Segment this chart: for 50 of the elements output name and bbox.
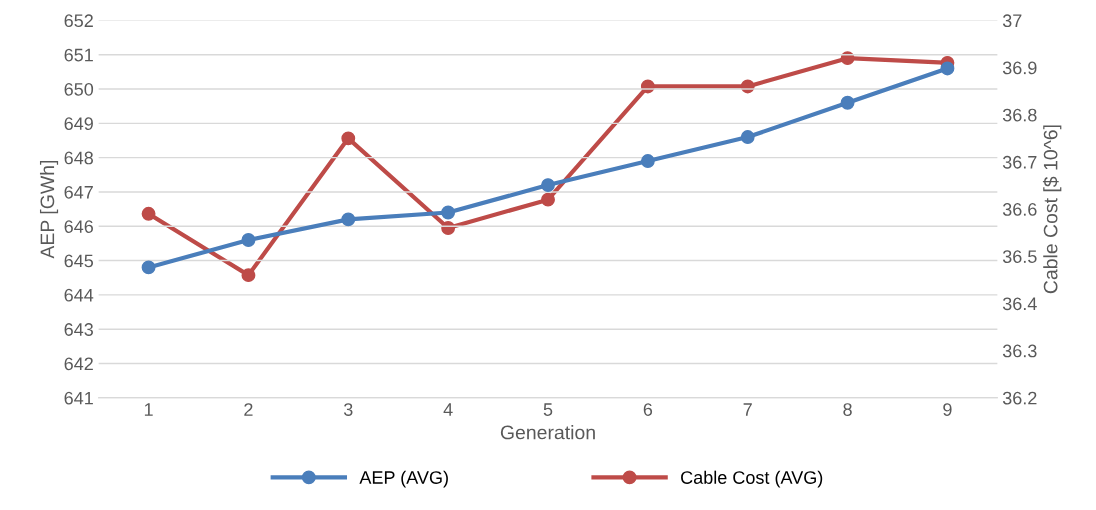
point (341, 131, 356, 146)
y2-tick-label: 36.6 (1002, 203, 1037, 216)
x-tick-label: 9 (943, 403, 952, 416)
point (141, 206, 156, 221)
y2-tick-label: 37 (1002, 14, 1022, 28)
y2-tick-label: 36.2 (1002, 391, 1037, 405)
x-tick-label: 7 (743, 403, 752, 416)
x-tick-label: 3 (343, 403, 353, 416)
x-tick-label: 4 (443, 403, 453, 416)
point (241, 268, 256, 283)
point (441, 221, 456, 235)
y-tick-label: 642 (64, 357, 93, 371)
x-tick-label: 8 (843, 403, 852, 416)
x-tick-label: 5 (543, 403, 553, 416)
y-tick-label: 650 (64, 82, 94, 96)
x-tick-label: 1 (144, 403, 153, 416)
point (840, 95, 855, 110)
y-tick-label: 645 (64, 254, 94, 268)
y2-tick-label: 36.5 (1002, 250, 1037, 263)
y2-tick-label: 36.7 (1002, 155, 1037, 169)
x-tick-label: 6 (643, 403, 653, 416)
y-tick-label: 647 (64, 185, 93, 199)
y2-tick-label: 36.3 (1002, 344, 1037, 358)
y-tick-label: 652 (64, 14, 93, 28)
point (840, 51, 855, 66)
y2-tick-label: 36.9 (1002, 61, 1037, 75)
y2-tick-label: 36.4 (1002, 297, 1037, 311)
y-tick-label: 641 (64, 391, 93, 405)
y-axis-title: AEP [GWh] (39, 160, 59, 259)
point (940, 61, 955, 76)
y-tick-label: 651 (64, 48, 93, 62)
y-tick-label: 648 (64, 151, 93, 165)
point (541, 178, 555, 193)
point (141, 260, 156, 275)
y2-axis-title: Cable Cost [$ 10^6] (1042, 125, 1062, 294)
y-tick-label: 643 (64, 323, 93, 336)
y-tick-label: 644 (64, 288, 94, 302)
point (341, 212, 356, 227)
point (740, 130, 755, 144)
x-tick-label: 2 (244, 403, 253, 416)
legend-label: Cable Cost (AVG) (681, 470, 823, 488)
point (541, 192, 555, 207)
point (640, 154, 655, 169)
point (441, 205, 456, 220)
point (241, 233, 256, 247)
y-tick-label: 646 (64, 220, 93, 233)
legend-label: AEP (AVG) (359, 470, 448, 488)
y2-tick-label: 36.8 (1002, 108, 1037, 122)
x-axis-title: Generation (500, 425, 595, 440)
y-tick-label: 649 (64, 117, 93, 131)
